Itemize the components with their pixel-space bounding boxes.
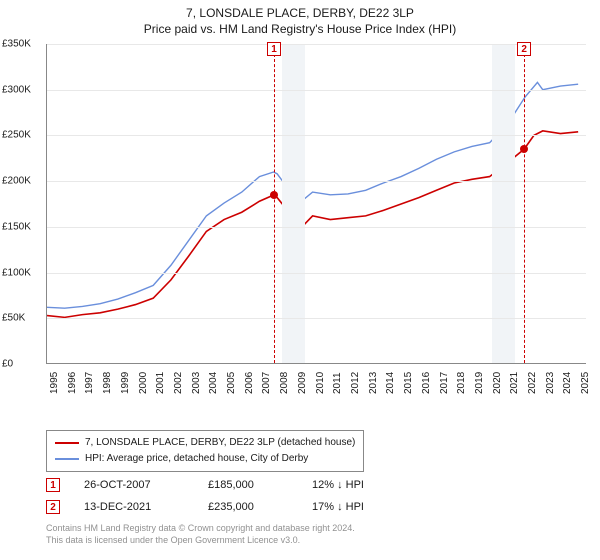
- x-tick-label: 2023: [545, 372, 556, 394]
- x-tick-label: 2020: [492, 372, 503, 394]
- gridline: [47, 273, 586, 274]
- legend-label: HPI: Average price, detached house, City…: [85, 451, 308, 467]
- disclaimer-line: This data is licensed under the Open Gov…: [46, 534, 355, 546]
- legend-label: 7, LONSDALE PLACE, DERBY, DE22 3LP (deta…: [85, 435, 355, 451]
- x-tick-label: 2015: [403, 372, 414, 394]
- x-tick-label: 2001: [155, 372, 166, 394]
- sale-date: 13-DEC-2021: [84, 501, 184, 513]
- page-subtitle: Price paid vs. HM Land Registry's House …: [0, 20, 600, 36]
- x-tick-label: 2005: [226, 372, 237, 394]
- sale-date: 26-OCT-2007: [84, 479, 184, 491]
- y-tick-label: £100K: [2, 267, 31, 278]
- y-tick-label: £250K: [2, 130, 31, 141]
- legend-swatch: [55, 442, 79, 444]
- y-tick-label: £50K: [2, 313, 25, 324]
- x-tick-label: 1998: [102, 372, 113, 394]
- y-tick-label: £150K: [2, 221, 31, 232]
- y-tick-label: £0: [2, 359, 13, 370]
- y-tick-label: £300K: [2, 84, 31, 95]
- x-tick-label: 1999: [120, 372, 131, 394]
- x-tick-label: 2009: [297, 372, 308, 394]
- x-tick-label: 2010: [315, 372, 326, 394]
- chart: 12 £0£50K£100K£150K£200K£250K£300K£350K1…: [0, 40, 600, 420]
- legend-item-hpi: HPI: Average price, detached house, City…: [55, 451, 355, 467]
- y-tick-label: £200K: [2, 176, 31, 187]
- disclaimer: Contains HM Land Registry data © Crown c…: [46, 522, 355, 546]
- sale-delta: 17% ↓ HPI: [312, 501, 364, 513]
- x-tick-label: 2024: [562, 372, 573, 394]
- recession-shade: [492, 44, 515, 363]
- x-tick-label: 1997: [84, 372, 95, 394]
- x-tick-label: 2004: [208, 372, 219, 394]
- sale-delta: 12% ↓ HPI: [312, 479, 364, 491]
- x-tick-label: 2022: [527, 372, 538, 394]
- legend-swatch: [55, 458, 79, 460]
- x-tick-label: 1995: [49, 372, 60, 394]
- sale-marker-line: [524, 44, 525, 363]
- plot-area: 12: [46, 44, 586, 364]
- x-tick-label: 2018: [456, 372, 467, 394]
- sale-row: 2 13-DEC-2021 £235,000 17% ↓ HPI: [46, 496, 364, 518]
- gridline: [47, 90, 586, 91]
- gridline: [47, 318, 586, 319]
- disclaimer-line: Contains HM Land Registry data © Crown c…: [46, 522, 355, 534]
- page-title: 7, LONSDALE PLACE, DERBY, DE22 3LP: [0, 0, 600, 20]
- x-tick-label: 2007: [261, 372, 272, 394]
- recession-shade: [282, 44, 305, 363]
- x-tick-label: 2012: [350, 372, 361, 394]
- x-tick-label: 2006: [244, 372, 255, 394]
- y-tick-label: £350K: [2, 39, 31, 50]
- gridline: [47, 44, 586, 45]
- x-tick-label: 2013: [368, 372, 379, 394]
- x-tick-label: 2014: [385, 372, 396, 394]
- x-tick-label: 2011: [332, 372, 343, 394]
- legend-item-property: 7, LONSDALE PLACE, DERBY, DE22 3LP (deta…: [55, 435, 355, 451]
- sale-price: £235,000: [208, 501, 288, 513]
- sale-marker-icon: 2: [46, 500, 60, 514]
- sales-table: 1 26-OCT-2007 £185,000 12% ↓ HPI 2 13-DE…: [46, 474, 364, 518]
- x-tick-label: 2002: [173, 372, 184, 394]
- gridline: [47, 227, 586, 228]
- sale-dot: [270, 191, 278, 199]
- x-tick-label: 2025: [580, 372, 591, 394]
- gridline: [47, 135, 586, 136]
- x-tick-label: 1996: [67, 372, 78, 394]
- x-tick-label: 2019: [474, 372, 485, 394]
- gridline: [47, 181, 586, 182]
- legend: 7, LONSDALE PLACE, DERBY, DE22 3LP (deta…: [46, 430, 364, 472]
- sale-marker-icon: 1: [46, 478, 60, 492]
- sale-price: £185,000: [208, 479, 288, 491]
- x-tick-label: 2016: [421, 372, 432, 394]
- x-tick-label: 2000: [138, 372, 149, 394]
- sale-dot: [520, 145, 528, 153]
- root: 7, LONSDALE PLACE, DERBY, DE22 3LP Price…: [0, 0, 600, 560]
- sale-marker-line: [274, 44, 275, 363]
- x-tick-label: 2021: [509, 372, 520, 394]
- x-tick-label: 2008: [279, 372, 290, 394]
- x-tick-label: 2003: [191, 372, 202, 394]
- x-tick-label: 2017: [439, 372, 450, 394]
- sale-marker-icon: 1: [267, 42, 281, 56]
- sale-marker-icon: 2: [517, 42, 531, 56]
- sale-row: 1 26-OCT-2007 £185,000 12% ↓ HPI: [46, 474, 364, 496]
